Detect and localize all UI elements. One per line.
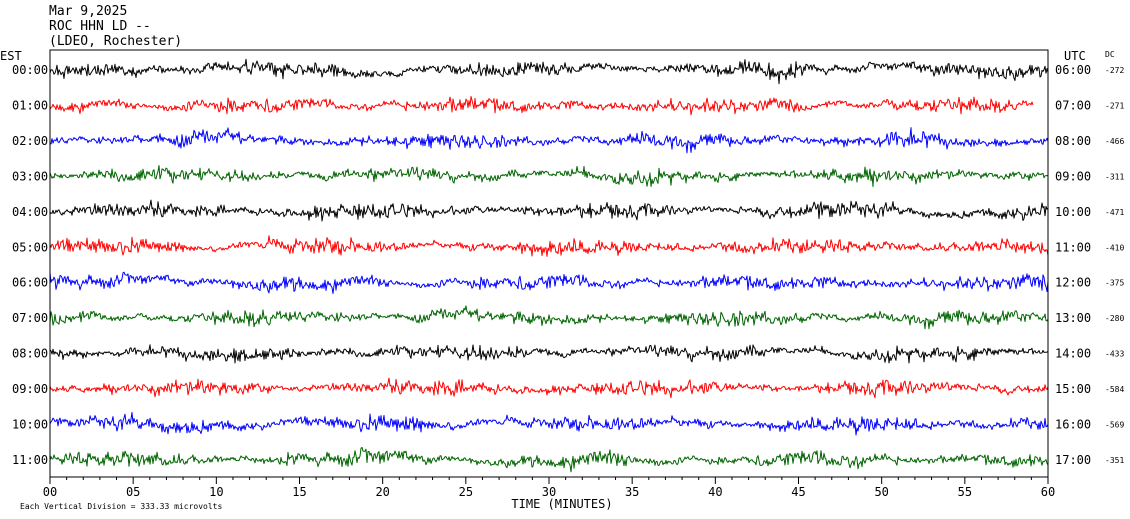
seismic-trace: [49, 305, 1049, 330]
x-tick-label: 10: [209, 485, 223, 499]
est-hour-label: 11:00: [12, 453, 48, 467]
utc-hour-label: 12:00: [1055, 276, 1091, 290]
utc-hour-label: 16:00: [1055, 418, 1091, 432]
utc-hour-label: 08:00: [1055, 134, 1091, 148]
est-hour-label: 03:00: [12, 169, 48, 183]
dc-value: -272: [1105, 66, 1124, 75]
utc-hour-label: 15:00: [1055, 382, 1091, 396]
dc-title: DC: [1105, 50, 1115, 59]
est-hour-label: 06:00: [12, 276, 48, 290]
plot-frame: [49, 49, 1049, 478]
trace-group: [49, 58, 1049, 473]
x-tick-label: 55: [958, 485, 972, 499]
dc-value: -410: [1105, 243, 1124, 252]
dc-value: -584: [1105, 385, 1124, 394]
est-hour-label: 07:00: [12, 311, 48, 325]
x-tick-label: 30: [542, 485, 556, 499]
header-network: (LDEO, Rochester): [49, 34, 183, 49]
est-axis-title: EST: [0, 49, 22, 63]
x-tick-label: 60: [1041, 485, 1055, 499]
utc-hour-label: 11:00: [1055, 240, 1091, 254]
seismic-trace: [49, 58, 1049, 85]
utc-axis: 06:00 07:00 08:00 09:00 10:00 11:00 12:00 13:00…: [1055, 63, 1091, 467]
seismic-trace: [49, 127, 1049, 154]
est-axis: 00:00 01:00 02:00 03:00 04:00 05:00 06:00 07:00…: [12, 63, 48, 467]
seismic-trace: [49, 446, 1049, 473]
x-axis: 00 05 10 15 20 25 30 35 40 45 50 55 60: [43, 477, 1055, 499]
x-tick-label: 25: [459, 485, 473, 499]
dc-value: -433: [1105, 350, 1124, 359]
est-hour-label: 10:00: [12, 418, 48, 432]
est-hour-label: 05:00: [12, 240, 48, 254]
dc-value: -311: [1105, 172, 1124, 181]
seismic-trace: [49, 411, 1049, 436]
dc-value: -351: [1105, 456, 1124, 465]
seismic-trace: [49, 199, 1049, 222]
seismic-trace: [49, 344, 1049, 364]
seismic-trace: [49, 235, 1049, 257]
utc-hour-label: 17:00: [1055, 453, 1091, 467]
x-tick-label: 20: [375, 485, 389, 499]
header-station: ROC HHN LD --: [49, 19, 151, 34]
dc-value: -471: [1105, 208, 1124, 217]
utc-hour-label: 06:00: [1055, 63, 1091, 77]
est-hour-label: 02:00: [12, 134, 48, 148]
est-hour-label: 01:00: [12, 98, 48, 112]
x-tick-label: 00: [43, 485, 57, 499]
seismic-trace: [49, 96, 1034, 116]
x-tick-label: 45: [791, 485, 805, 499]
x-tick-label: 35: [625, 485, 639, 499]
est-hour-label: 09:00: [12, 382, 48, 396]
utc-hour-label: 14:00: [1055, 347, 1091, 361]
utc-hour-label: 09:00: [1055, 169, 1091, 183]
utc-hour-label: 13:00: [1055, 311, 1091, 325]
seismic-trace: [49, 377, 1049, 399]
est-hour-label: 04:00: [12, 205, 48, 219]
dc-value: -280: [1105, 314, 1124, 323]
scale-note: Each Vertical Division = 333.33 microvol…: [20, 502, 222, 511]
x-tick-label: 50: [874, 485, 888, 499]
utc-hour-label: 07:00: [1055, 98, 1091, 112]
x-tick-label: 15: [292, 485, 306, 499]
utc-hour-label: 10:00: [1055, 205, 1091, 219]
dc-value: -466: [1105, 137, 1124, 146]
utc-axis-title: UTC: [1064, 49, 1086, 63]
x-tick-label: 05: [126, 485, 140, 499]
dc-value: -375: [1105, 279, 1124, 288]
dc-value: -271: [1105, 101, 1124, 110]
est-hour-label: 00:00: [12, 63, 48, 77]
dc-column: -272 -271 -466 -311 -471 -410 -375 -280 -433 -584…: [1105, 66, 1124, 465]
x-tick-label: 40: [708, 485, 722, 499]
est-hour-label: 08:00: [12, 347, 48, 361]
x-axis-label: TIME (MINUTES): [511, 497, 612, 511]
seismic-trace: [49, 165, 1049, 188]
header-date: Mar 9,2025: [49, 4, 128, 19]
seismic-trace: [49, 271, 1049, 294]
dc-value: -569: [1105, 421, 1124, 430]
